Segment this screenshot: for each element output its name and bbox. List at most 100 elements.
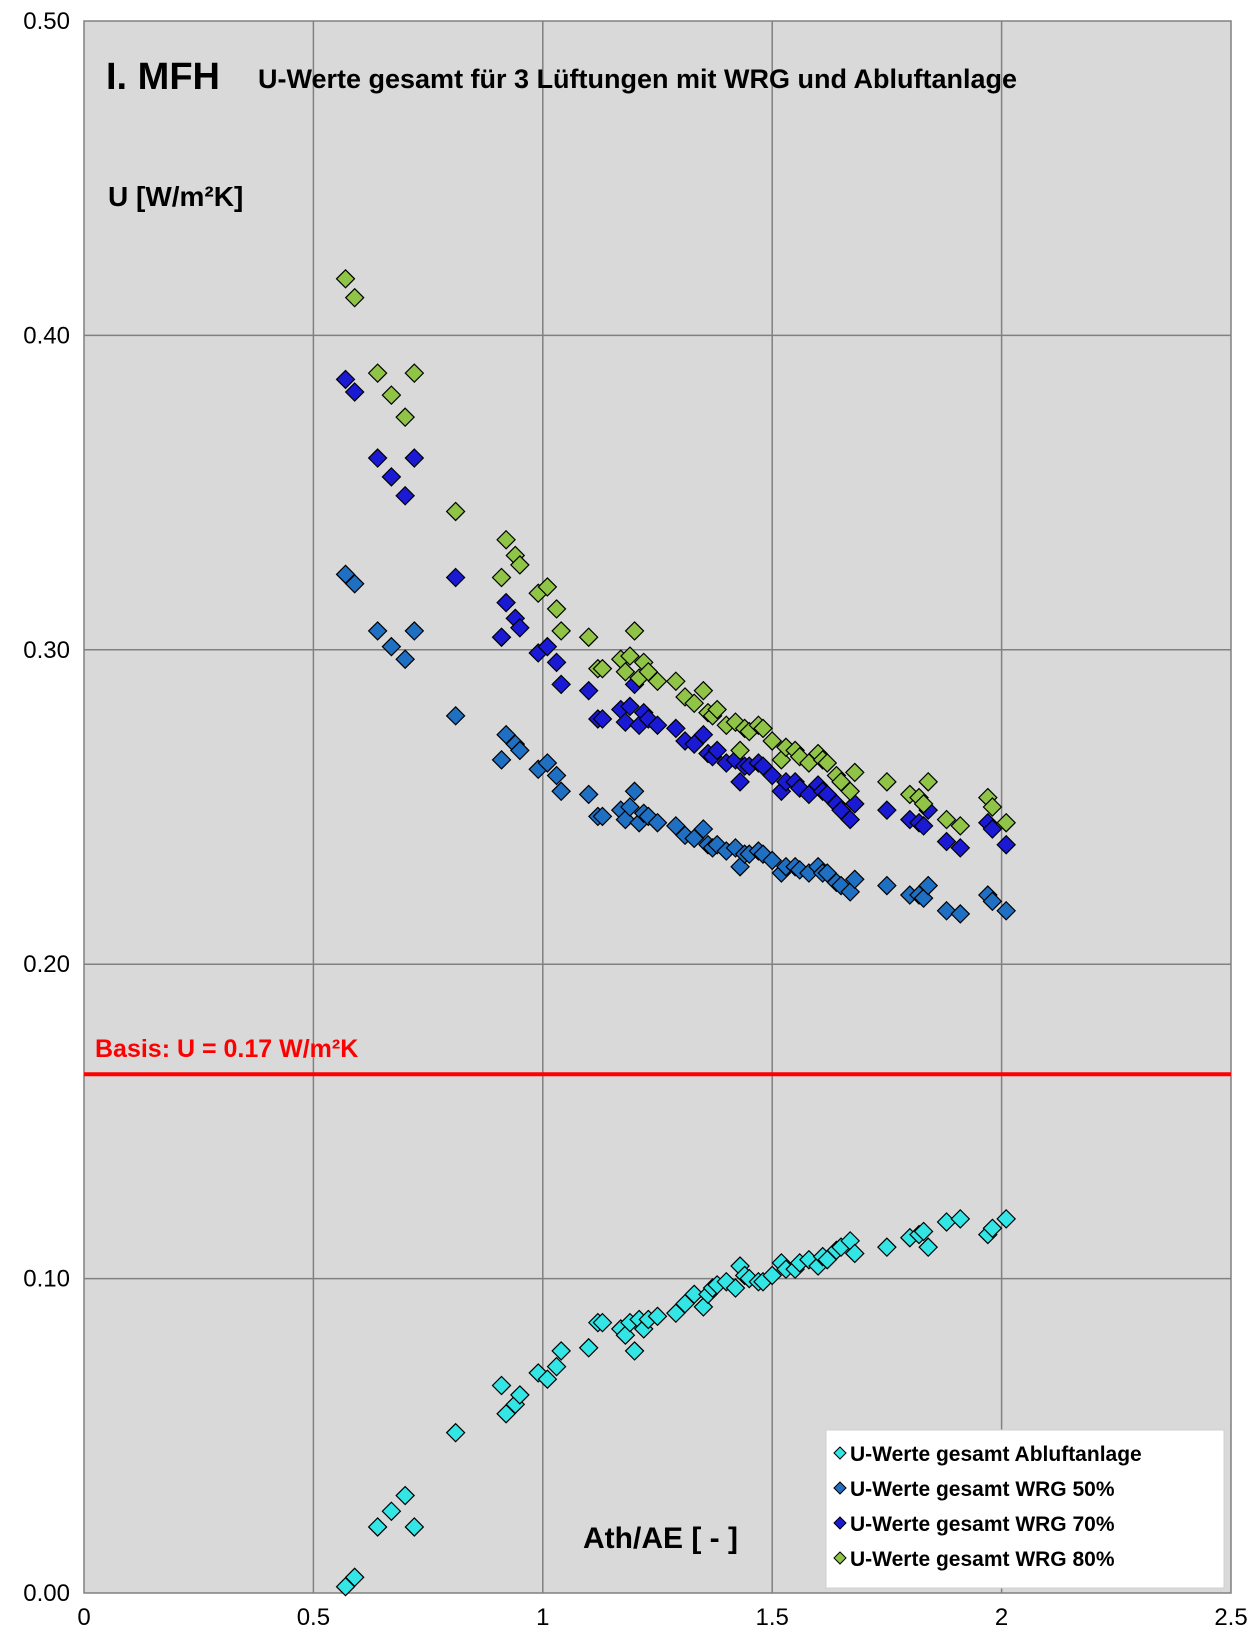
data-point-series-3	[753, 718, 773, 739]
data-point-series-0	[367, 1517, 388, 1537]
data-point-series-0	[624, 1341, 645, 1361]
legend-label: U-Werte gesamt WRG 80%	[850, 1548, 1115, 1571]
data-point-series-1	[551, 781, 572, 802]
data-point-series-3	[913, 794, 934, 814]
legend-marker	[833, 1446, 847, 1460]
data-point-series-3	[950, 816, 971, 836]
data-point-series-2	[578, 680, 599, 701]
data-point-series-3	[936, 809, 957, 830]
data-point-series-1	[877, 875, 897, 896]
y-tick-label: 0.40	[23, 322, 70, 349]
data-point-series-0	[918, 1237, 939, 1258]
data-point-series-2	[496, 592, 516, 613]
data-point-series-3	[684, 693, 705, 714]
data-point-series-2	[913, 816, 934, 836]
data-point-series-0	[578, 1337, 599, 1358]
data-point-series-1	[546, 765, 567, 786]
data-point-series-3	[510, 555, 530, 575]
chart-subtitle: U-Werte gesamt für 3 Lüftungen mit WRG u…	[258, 64, 1017, 94]
data-point-series-2	[395, 485, 416, 506]
data-point-series-3	[578, 627, 599, 648]
data-point-series-3	[624, 621, 645, 641]
data-point-series-3	[491, 567, 512, 588]
data-point-series-2	[510, 617, 530, 638]
x-tick-label: 2.5	[1214, 1604, 1247, 1631]
y-tick-labels: 0.00 0.10 0.20 0.30 0.40 0.50	[23, 8, 70, 1607]
data-point-series-1	[592, 806, 613, 827]
data-point-series-2	[950, 838, 971, 858]
data-point-series-1	[381, 636, 402, 657]
data-point-series-3	[335, 268, 356, 289]
data-point-series-1	[344, 573, 365, 594]
data-point-series-0	[684, 1284, 705, 1305]
data-point-series-3	[615, 661, 636, 682]
data-point-series-2	[707, 740, 727, 761]
data-point-series-3	[844, 762, 865, 783]
data-point-series-0	[404, 1517, 425, 1537]
data-point-series-3	[762, 731, 783, 751]
legend-box	[825, 1429, 1225, 1589]
data-point-series-2	[693, 724, 714, 745]
data-point-series-1	[395, 649, 416, 670]
data-point-series-3	[592, 658, 613, 679]
data-point-series-2	[982, 819, 1003, 839]
y-tick-label: 0.00	[23, 1580, 70, 1607]
data-point-series-3	[840, 781, 861, 802]
x-tick-label: 1	[536, 1604, 549, 1631]
data-point-series-1	[445, 705, 466, 726]
y-tick-label: 0.30	[23, 637, 70, 664]
data-point-series-1	[647, 812, 668, 833]
data-point-series-2	[491, 627, 512, 648]
data-point-series-0	[537, 1369, 558, 1390]
data-point-series-0	[445, 1422, 466, 1443]
data-point-series-0	[996, 1209, 1017, 1229]
data-point-series-1	[950, 904, 971, 924]
data-point-series-2	[344, 382, 365, 402]
data-point-series-1	[844, 869, 865, 890]
x-tick-label: 2	[995, 1604, 1008, 1631]
y-tick-label: 0.20	[23, 951, 70, 978]
data-point-series-3	[693, 680, 714, 701]
data-points	[335, 268, 1017, 1597]
data-point-series-3	[877, 771, 897, 792]
data-point-series-2	[666, 718, 686, 739]
data-point-series-1	[620, 797, 640, 817]
data-point-series-0	[546, 1356, 567, 1377]
data-point-series-0	[381, 1501, 402, 1522]
data-point-series-3	[395, 407, 416, 427]
data-point-series-0	[344, 1567, 365, 1588]
data-point-series-2	[877, 800, 897, 820]
data-point-series-0	[491, 1375, 512, 1396]
x-tick-labels: 0 0.5 1 1.5 2 2.5	[77, 1604, 1247, 1631]
x-tick-label: 0.5	[297, 1604, 330, 1631]
data-point-series-1	[404, 621, 425, 641]
data-point-series-0	[762, 1265, 783, 1286]
data-point-series-3	[381, 385, 402, 405]
data-point-series-3	[367, 363, 388, 383]
data-point-series-2	[996, 834, 1017, 855]
data-point-series-2	[730, 771, 750, 792]
data-point-series-3	[496, 529, 516, 550]
data-point-series-1	[918, 875, 939, 896]
data-point-series-3	[918, 771, 939, 792]
reference-line-label: Basis: U = 0.17 W/m²K	[95, 1035, 358, 1063]
data-point-series-2	[592, 709, 613, 729]
data-point-series-3	[537, 577, 558, 597]
x-axis-label: Ath/AE [ - ]	[583, 1522, 738, 1555]
data-point-series-1	[936, 900, 957, 921]
legend-label: U-Werte gesamt WRG 70%	[850, 1513, 1115, 1536]
data-point-series-0	[725, 1278, 746, 1298]
data-point-series-1	[491, 749, 512, 770]
data-point-series-2	[551, 674, 572, 695]
data-point-series-2	[381, 467, 402, 487]
data-point-series-2	[335, 369, 356, 390]
data-point-series-0	[647, 1306, 668, 1327]
data-point-series-1	[510, 740, 530, 761]
data-point-series-0	[844, 1243, 865, 1264]
data-point-series-2	[762, 765, 783, 786]
data-point-series-1	[367, 621, 388, 641]
data-point-series-0	[395, 1485, 416, 1506]
legend-marker	[833, 1516, 847, 1530]
data-point-series-3	[817, 753, 838, 773]
data-point-series-0	[592, 1312, 613, 1333]
